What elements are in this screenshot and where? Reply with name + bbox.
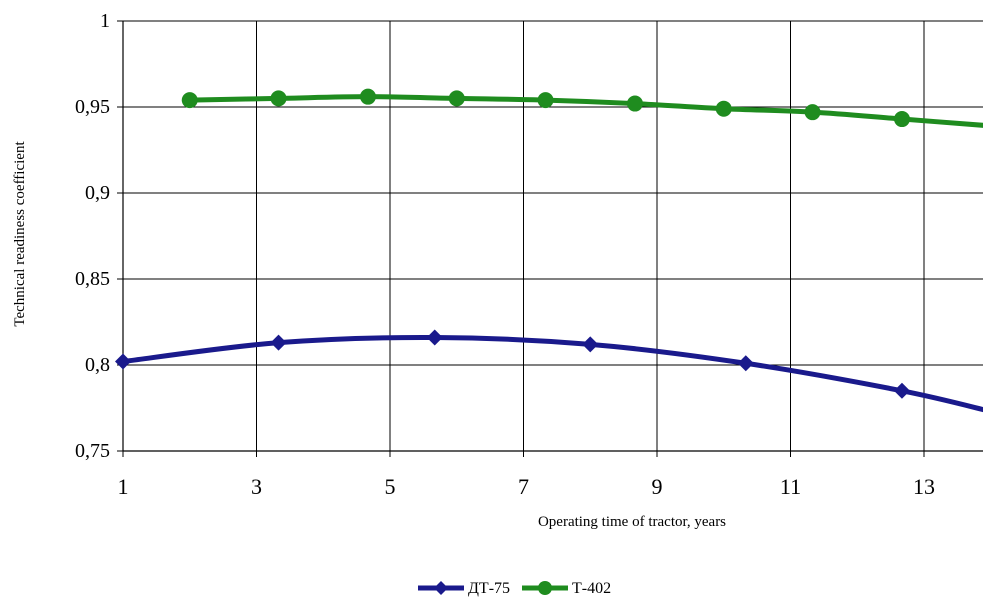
series-line xyxy=(120,334,983,413)
y-tick-label: 0,85 xyxy=(75,268,110,290)
legend-item: Т-402 xyxy=(522,580,611,597)
legend-label: ДТ-75 xyxy=(468,580,510,597)
data-point xyxy=(893,382,910,399)
legend: ДТ-75 Т-402 xyxy=(418,580,611,597)
x-tick-label: 9 xyxy=(652,474,663,499)
data-point xyxy=(359,88,376,105)
data-point xyxy=(270,90,287,107)
data-point xyxy=(582,336,599,353)
data-point xyxy=(537,92,554,109)
x-tick-label: 5 xyxy=(385,474,396,499)
data-point xyxy=(448,90,465,107)
data-point xyxy=(715,100,732,117)
data-point xyxy=(737,355,754,372)
data-point xyxy=(270,334,287,351)
y-tick-label: 0,75 xyxy=(75,440,110,462)
legend-marker xyxy=(434,581,448,595)
y-tick-label: 0,8 xyxy=(85,354,110,376)
y-tick-label: 0,95 xyxy=(75,96,110,118)
data-point xyxy=(804,104,821,121)
series-2 xyxy=(181,88,983,128)
grid xyxy=(117,20,983,457)
series-line xyxy=(187,94,983,128)
data-point xyxy=(626,95,643,112)
x-tick-label: 1 xyxy=(118,474,129,499)
legend-label: Т-402 xyxy=(572,580,611,597)
x-tick-label: 13 xyxy=(913,474,935,499)
data-point xyxy=(426,329,443,346)
data-point xyxy=(115,353,131,370)
y-tick-label: 1 xyxy=(100,10,110,32)
data-point xyxy=(181,92,198,109)
data-point xyxy=(893,111,910,128)
y-axis-title: Technical readiness coefficient xyxy=(12,141,28,327)
x-tick-label: 3 xyxy=(251,474,262,499)
x-tick-label: 7 xyxy=(518,474,529,499)
y-tick-label: 0,9 xyxy=(85,182,110,204)
series-layer xyxy=(115,88,983,413)
legend-item: ДТ-75 xyxy=(418,580,510,597)
legend-marker xyxy=(538,581,552,595)
x-tick-label: 11 xyxy=(780,474,801,499)
series-1 xyxy=(115,329,983,413)
x-axis-title: Operating time of tractor, years xyxy=(538,514,726,530)
